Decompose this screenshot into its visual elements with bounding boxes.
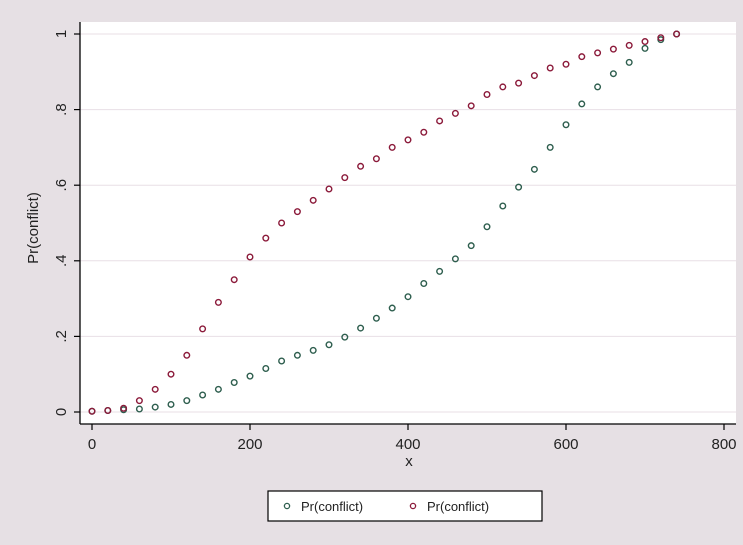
series-2 (88, 30, 681, 415)
point-s2-16 (341, 174, 349, 182)
point-s2-22 (436, 117, 444, 125)
point-s1-28 (530, 165, 538, 173)
y-tick-label-0: 0 (53, 408, 70, 416)
series-1 (88, 30, 681, 415)
legend-label-series-1: Pr(conflict) (301, 499, 363, 514)
point-s2-9 (230, 276, 238, 284)
point-s1-19 (388, 304, 396, 312)
y-axis-ticks: 0 .2 .4 .6 .8 1 (53, 30, 80, 416)
point-s1-22 (436, 267, 444, 275)
point-s2-17 (357, 162, 365, 170)
y-tick-label-2: .4 (53, 255, 70, 268)
point-s1-13 (293, 351, 301, 359)
point-s1-27 (515, 183, 523, 191)
point-s2-18 (372, 155, 380, 163)
legend-box (267, 490, 543, 522)
point-s1-33 (609, 70, 617, 78)
point-s1-4 (151, 403, 159, 411)
point-s2-3 (135, 397, 143, 405)
legend-marker-series-1 (283, 502, 291, 510)
point-s2-13 (293, 208, 301, 216)
point-s1-21 (420, 279, 428, 287)
y-tick-label-5: 1 (53, 30, 70, 38)
point-s1-26 (499, 202, 507, 210)
point-s1-6 (183, 397, 191, 405)
point-s2-12 (278, 219, 286, 227)
point-s2-7 (199, 325, 207, 333)
point-s2-33 (609, 45, 617, 53)
x-tick-label-3: 600 (553, 436, 578, 453)
point-s2-32 (594, 49, 602, 57)
legend-label-series-2: Pr(conflict) (427, 499, 489, 514)
point-s1-16 (341, 333, 349, 341)
point-s2-30 (562, 60, 570, 68)
point-s1-20 (404, 293, 412, 301)
point-s1-29 (546, 143, 554, 151)
point-s1-9 (230, 379, 238, 387)
point-s2-24 (467, 102, 475, 110)
point-s1-11 (262, 365, 270, 373)
point-s2-0 (88, 407, 96, 415)
x-tick-label-1: 200 (237, 436, 262, 453)
x-axis-ticks: 0 200 400 600 800 (88, 424, 737, 453)
point-s2-26 (499, 83, 507, 91)
point-s1-14 (309, 346, 317, 354)
x-tick-label-2: 400 (395, 436, 420, 453)
point-s2-1 (104, 406, 112, 414)
point-s2-14 (309, 196, 317, 204)
point-s2-20 (404, 136, 412, 144)
point-s1-7 (199, 391, 207, 399)
point-s2-6 (183, 351, 191, 359)
data-points (88, 30, 681, 415)
point-s1-24 (467, 242, 475, 250)
point-s2-36 (657, 34, 665, 42)
point-s1-30 (562, 121, 570, 129)
grid-lines (80, 33, 736, 413)
point-s1-23 (451, 255, 459, 263)
y-tick-label-4: .8 (53, 103, 70, 116)
point-s2-2 (120, 404, 128, 412)
x-axis-label: x (405, 453, 413, 470)
point-s2-35 (641, 38, 649, 46)
plot-area (80, 22, 736, 424)
point-s1-10 (246, 372, 254, 380)
point-s2-31 (578, 53, 586, 61)
point-s1-5 (167, 400, 175, 408)
point-s2-28 (530, 72, 538, 80)
point-s2-4 (151, 385, 159, 393)
point-s2-10 (246, 253, 254, 261)
point-s1-35 (641, 44, 649, 52)
point-s1-31 (578, 100, 586, 108)
point-s1-15 (325, 341, 333, 349)
point-s1-12 (278, 357, 286, 365)
point-s2-11 (262, 234, 270, 242)
y-tick-label-3: .6 (53, 179, 70, 192)
y-tick-label-1: .2 (53, 330, 70, 343)
point-s2-8 (214, 298, 222, 306)
point-s2-25 (483, 90, 491, 98)
point-s1-8 (214, 385, 222, 393)
point-s2-15 (325, 185, 333, 193)
legend-marker-series-2 (409, 502, 417, 510)
point-s2-19 (388, 143, 396, 151)
y-axis-label: Pr(conflict) (25, 192, 42, 264)
point-s1-18 (372, 314, 380, 322)
point-s2-27 (515, 79, 523, 87)
point-s2-5 (167, 370, 175, 378)
point-s1-3 (135, 405, 143, 413)
x-tick-label-4: 800 (711, 436, 736, 453)
point-s2-34 (625, 41, 633, 49)
legend: Pr(conflict) Pr(conflict) (267, 490, 543, 522)
point-s2-21 (420, 128, 428, 136)
point-s1-17 (357, 324, 365, 332)
point-s2-23 (451, 109, 459, 117)
point-s1-34 (625, 58, 633, 66)
x-tick-label-0: 0 (88, 436, 96, 453)
point-s1-25 (483, 223, 491, 231)
point-s2-29 (546, 64, 554, 72)
point-s1-32 (594, 83, 602, 91)
point-s2-37 (673, 30, 681, 38)
